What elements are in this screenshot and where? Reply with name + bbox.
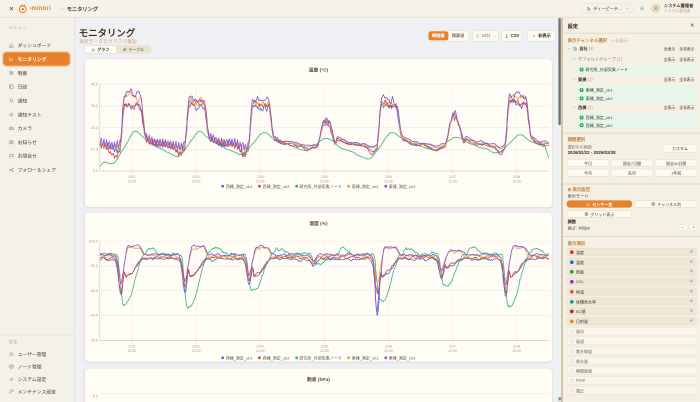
svg-text:60.0: 60.0 <box>91 289 98 293</box>
svg-text:2/26: 2/26 <box>385 345 392 349</box>
svg-text:12:00: 12:00 <box>192 180 201 184</box>
svg-text:30.0: 30.0 <box>91 104 98 108</box>
svg-text:2/28: 2/28 <box>513 175 520 179</box>
svg-text:2/23: 2/23 <box>193 345 200 349</box>
svg-text:2/23: 2/23 <box>193 175 200 179</box>
svg-text:12:00: 12:00 <box>320 180 329 184</box>
svg-text:20.0: 20.0 <box>91 126 98 130</box>
svg-text:20.0: 20.0 <box>91 339 98 343</box>
svg-text:12:00: 12:00 <box>384 180 393 184</box>
svg-text:12:00: 12:00 <box>127 349 136 353</box>
svg-text:12:00: 12:00 <box>192 349 201 353</box>
svg-text:12:00: 12:00 <box>320 349 329 353</box>
svg-text:2/28: 2/28 <box>513 345 520 349</box>
svg-text:2/22: 2/22 <box>128 345 135 349</box>
svg-text:0.0: 0.0 <box>93 169 98 173</box>
svg-text:12:00: 12:00 <box>256 349 265 353</box>
svg-text:2/24: 2/24 <box>257 175 264 179</box>
svg-text:10.0: 10.0 <box>91 147 98 151</box>
svg-text:2/25: 2/25 <box>321 175 328 179</box>
svg-text:40.0: 40.0 <box>91 314 98 318</box>
svg-text:12:00: 12:00 <box>512 349 521 353</box>
svg-text:12:00: 12:00 <box>448 180 457 184</box>
svg-text:5.0: 5.0 <box>93 395 98 399</box>
svg-text:12:00: 12:00 <box>384 349 393 353</box>
svg-text:40.0: 40.0 <box>91 82 98 86</box>
svg-text:2/22: 2/22 <box>128 175 135 179</box>
svg-text:12:00: 12:00 <box>127 180 136 184</box>
svg-text:2/27: 2/27 <box>449 345 456 349</box>
svg-text:12:00: 12:00 <box>448 349 457 353</box>
svg-text:2/24: 2/24 <box>257 345 264 349</box>
svg-text:2/27: 2/27 <box>449 175 456 179</box>
svg-text:12:00: 12:00 <box>256 180 265 184</box>
svg-text:12:00: 12:00 <box>512 180 521 184</box>
svg-text:2/26: 2/26 <box>385 175 392 179</box>
svg-text:100.0: 100.0 <box>88 239 98 243</box>
svg-text:2/25: 2/25 <box>321 345 328 349</box>
svg-text:80.0: 80.0 <box>91 264 98 268</box>
